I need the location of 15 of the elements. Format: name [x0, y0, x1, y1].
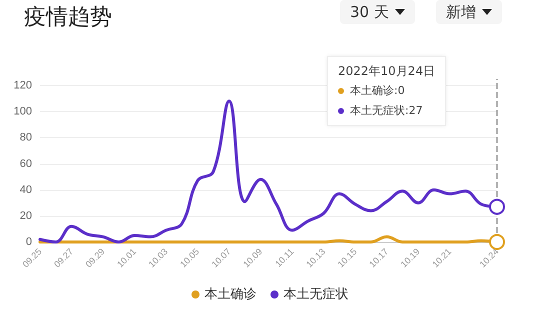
y-tick-label: 120 [14, 80, 32, 92]
y-tick-label: 0 [26, 236, 32, 248]
y-tick-label: 40 [20, 184, 32, 196]
y-tick-label: 60 [20, 158, 32, 170]
annotation: 本土确诊:0 [349, 83, 406, 99]
y-tick-label: 80 [20, 132, 32, 144]
legend-label: 本土确诊 [204, 287, 256, 302]
y-tick-label: 100 [14, 106, 32, 118]
text: 2022年10月24日 [338, 63, 436, 80]
y-tick-label: 20 [20, 210, 32, 222]
text: 30 天 [340, 0, 415, 24]
text: 新增 [436, 0, 502, 24]
annotation: 本土无症状:27 [349, 103, 424, 119]
legend-label: 本土无症状 [284, 287, 348, 302]
chart-title: 疫情趋势 [24, 4, 112, 32]
